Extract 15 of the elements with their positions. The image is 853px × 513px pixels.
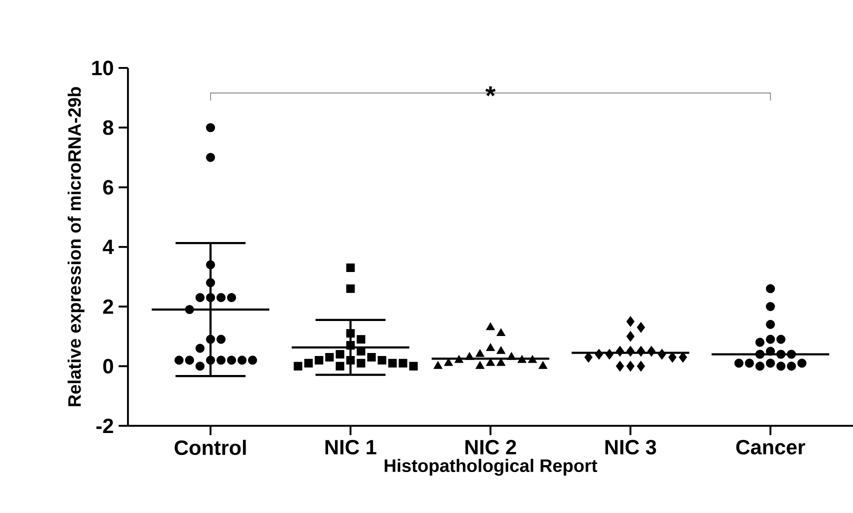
y-tick-label: 4 — [102, 240, 114, 254]
y-axis-title: Relative expression of microRNA-29b — [68, 87, 84, 406]
x-tick-label: NIC 3 — [605, 440, 656, 454]
x-tick-label: NIC 2 — [465, 440, 516, 454]
y-tick-label: 0 — [103, 358, 114, 374]
annotation: * — [485, 86, 496, 96]
y-tick-label: 8 — [103, 120, 114, 135]
x-tick-label: Cancer — [736, 440, 806, 454]
x-tick-label: Control — [174, 440, 246, 455]
y-tick-label: 10 — [92, 60, 114, 76]
x-tick-label: NIC 1 — [325, 440, 376, 454]
y-tick-label: 2 — [103, 299, 114, 314]
x-axis-title: Histopathological Report — [384, 458, 598, 476]
y-tick-label: 6 — [103, 180, 114, 195]
y-tick-label: -2 — [96, 418, 114, 433]
